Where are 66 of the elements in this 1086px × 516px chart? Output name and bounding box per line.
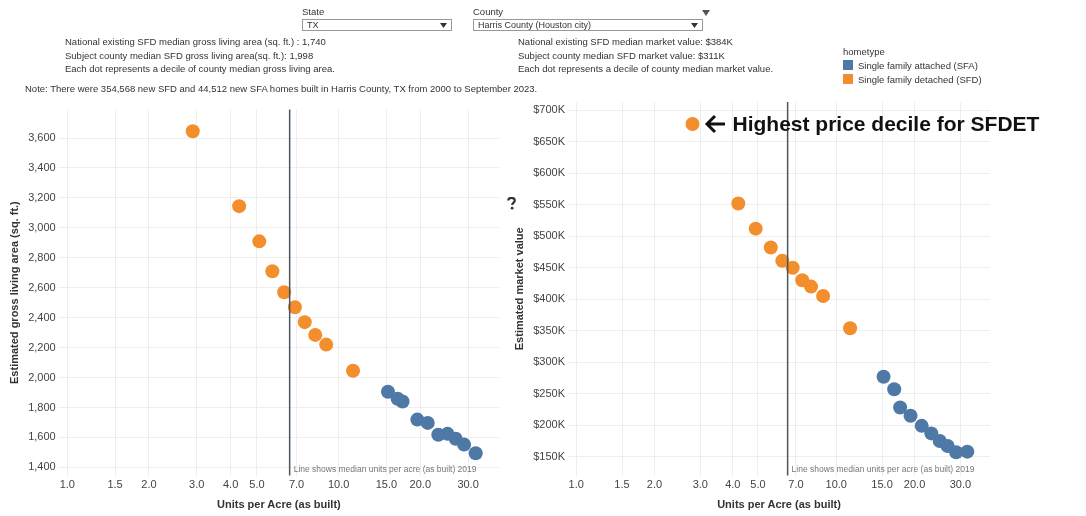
text: Each dot represents a decile of county median gross living area. [65, 63, 335, 74]
y-tick-label: $650K [533, 134, 566, 147]
x-tick-label: 3.0 [189, 478, 205, 491]
y-tick-label: 1,800 [28, 400, 56, 413]
text: Subject county median SFD gross living area(sq. ft.): 1,998 [65, 50, 314, 61]
text: National existing SFD median market value: $384K [518, 36, 733, 47]
text: TX [307, 20, 319, 30]
x-tick-label: 15.0 [375, 478, 398, 491]
y-tick-label: 2,200 [28, 340, 56, 353]
y-tick-label: $250K [533, 386, 566, 399]
y-tick-label: 2,600 [28, 280, 56, 293]
ref-line-label: Line shows median units per acre (as built) 2019 [293, 463, 477, 474]
y-tick-label: 3,000 [28, 220, 56, 233]
y-tick-label: 3,400 [28, 161, 56, 174]
x-tick-label: 20.0 [409, 478, 432, 491]
y-tick-label: $400K [533, 292, 566, 305]
y-tick-label: 3,200 [28, 190, 56, 203]
x-tick-label: 1.5 [614, 478, 630, 491]
x-tick-label: 1.0 [59, 478, 75, 491]
y-tick-label: $500K [533, 229, 566, 242]
ref-line-label: Line shows median units per acre (as built) 2019 [791, 463, 975, 474]
text: County [473, 6, 504, 17]
x-tick-label: 1.5 [107, 478, 123, 491]
y-tick-label: 2,400 [28, 310, 56, 323]
y-tick-label: 3,600 [28, 131, 56, 144]
legend-label: Single family detached (SFD) [858, 74, 982, 85]
x-tick-label: 4.0 [725, 478, 741, 491]
text: Note: There were 354,568 new SFD and 44,512 new SFA homes built in Harris County, TX from 2000 to September 2023. [25, 83, 538, 94]
x-tick-label: 4.0 [222, 478, 239, 491]
x-tick-label: 10.0 [327, 478, 350, 491]
y-tick-label: $150K [533, 449, 566, 462]
y-tick-label: $450K [533, 260, 566, 273]
legend-label: Single family attached (SFA) [858, 60, 978, 71]
x-tick-label: 10.0 [825, 478, 847, 491]
text: Each dot represents a decile of county median market value. [518, 63, 774, 74]
y-axis-title: Estimated gross living area (sq. ft.) [7, 200, 20, 384]
x-axis-title: Units per Acre (as built) [717, 498, 842, 511]
x-tick-label: 20.0 [903, 478, 926, 491]
x-tick-label: 2.0 [646, 478, 663, 491]
y-tick-label: 2,000 [28, 370, 56, 383]
x-axis-title: Units per Acre (as built) [217, 498, 342, 511]
y-tick-label: $300K [533, 355, 566, 368]
x-tick-label: 1.0 [568, 478, 584, 491]
x-tick-label: 5.0 [750, 478, 766, 491]
text: State [302, 6, 325, 17]
x-tick-label: 5.0 [249, 478, 265, 491]
text: Harris County (Houston city) [478, 20, 592, 30]
y-tick-label: 2,800 [28, 250, 56, 263]
x-tick-label: 15.0 [871, 478, 893, 491]
y-axis-title: Estimated market value [512, 227, 525, 351]
y-tick-label: $700K [533, 103, 566, 116]
x-tick-label: 7.0 [288, 478, 305, 491]
legend-title: hometype [843, 45, 886, 59]
x-tick-label: 3.0 [692, 478, 708, 491]
y-tick-label: 1,400 [28, 460, 56, 473]
y-tick-label: $200K [533, 418, 566, 431]
y-tick-label: $350K [533, 323, 566, 336]
y-tick-label: 1,600 [28, 430, 56, 443]
x-tick-label: 30.0 [457, 478, 479, 491]
text: National existing SFD median gross living area (sq. ft.) : 1,740 [65, 36, 326, 47]
y-tick-label: $550K [533, 197, 566, 210]
y-tick-label: $600K [533, 166, 566, 179]
x-tick-label: 7.0 [788, 478, 804, 491]
x-tick-label: 2.0 [141, 478, 157, 491]
x-tick-label: 30.0 [949, 478, 972, 491]
text: Subject county median SFD market value: $311K [518, 50, 725, 61]
